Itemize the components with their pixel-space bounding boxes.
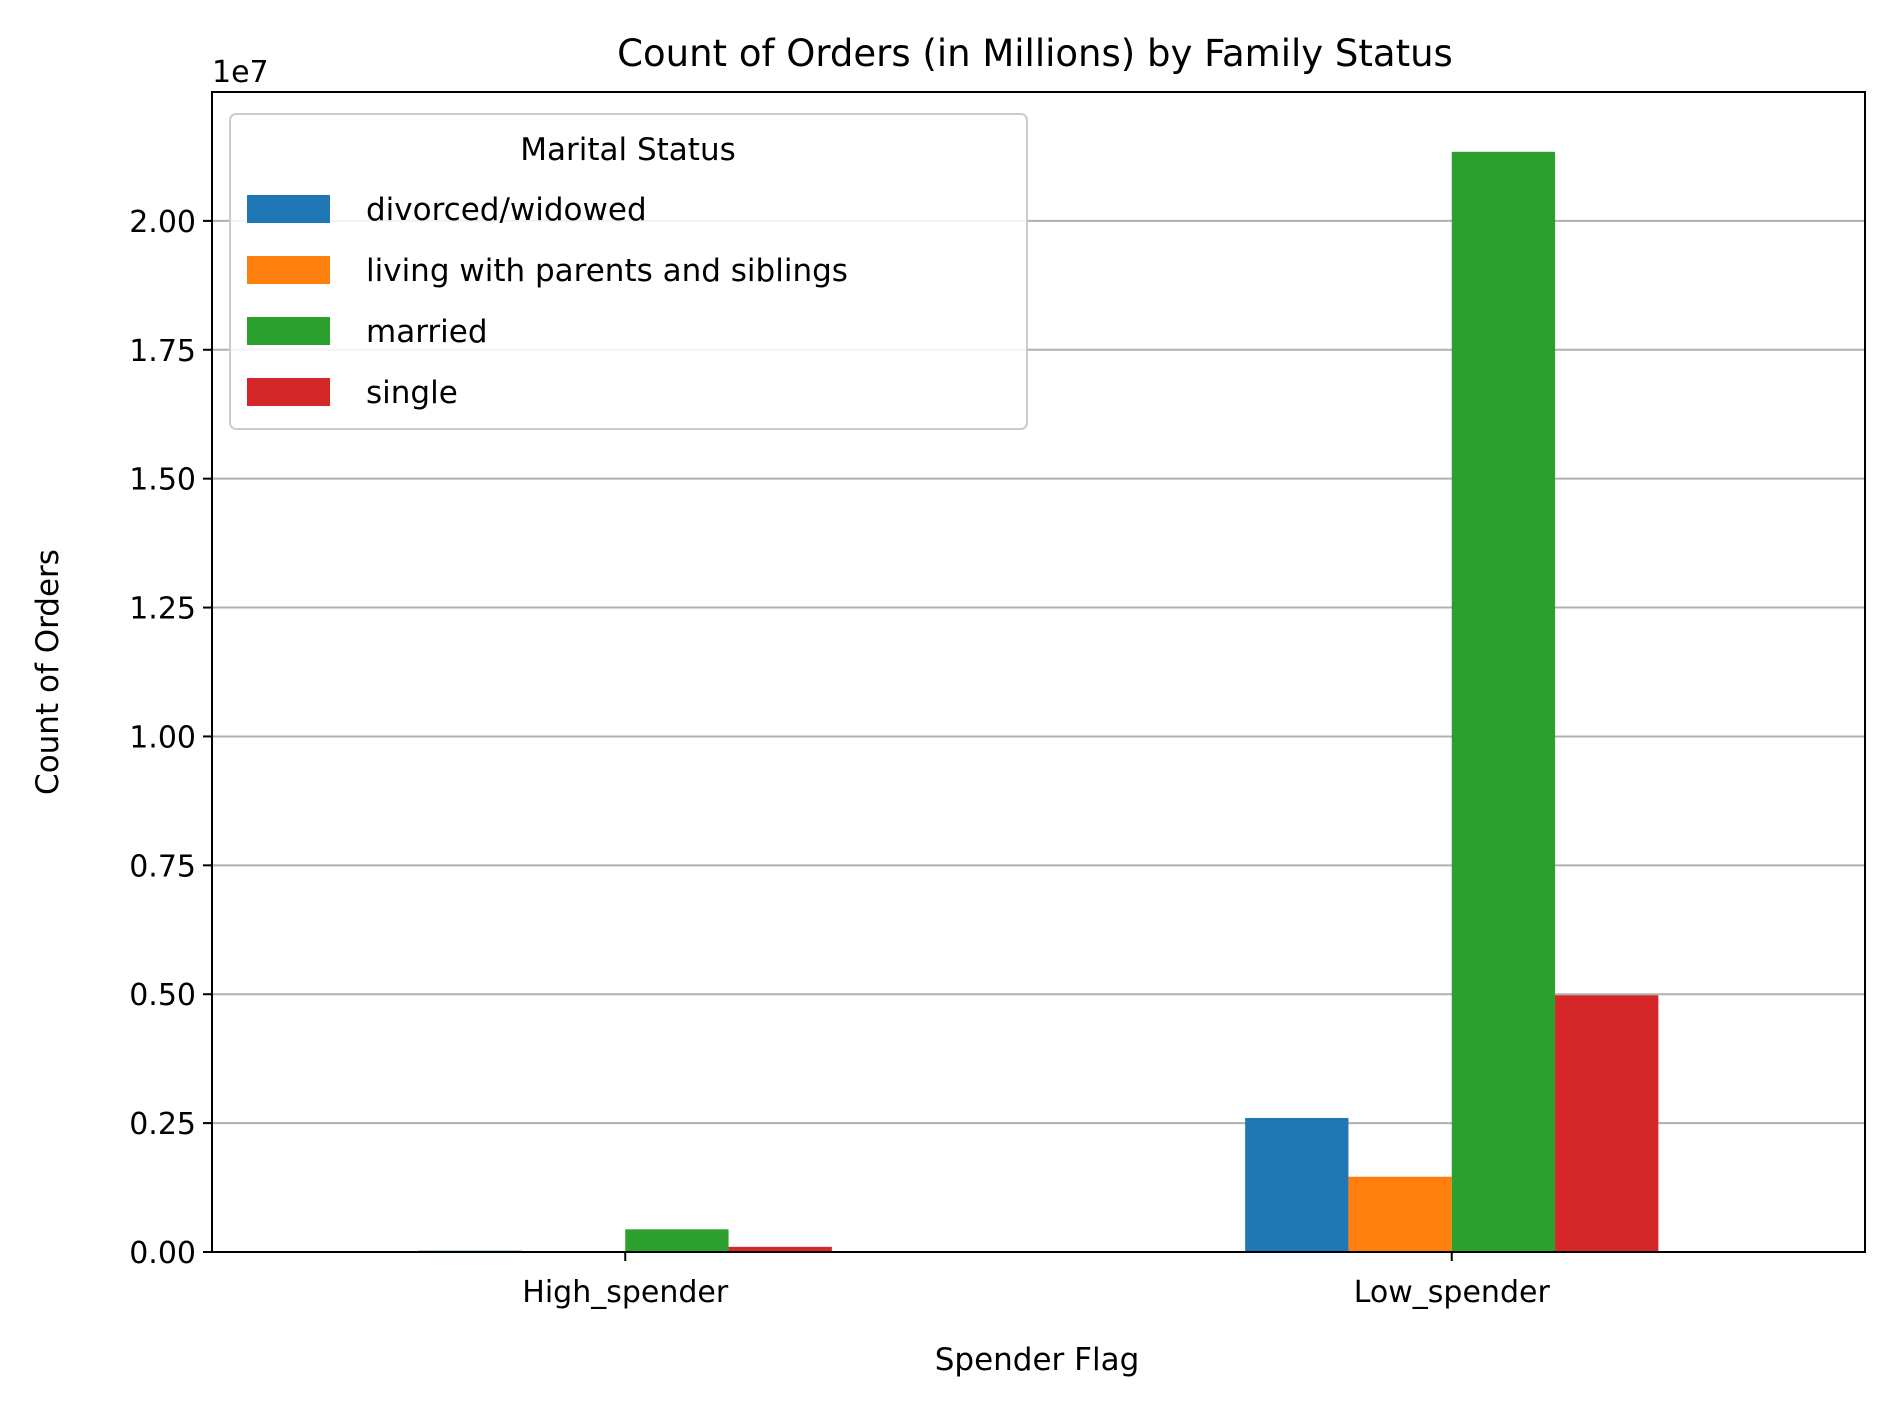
y-offset-label: 1e7 xyxy=(212,55,269,90)
bar xyxy=(1555,995,1659,1252)
legend-swatch xyxy=(247,256,330,284)
plot-frame xyxy=(211,91,1866,1253)
y-tick-label: 1.75 xyxy=(129,334,196,369)
legend-label: divorced/widowed xyxy=(366,192,647,228)
y-tick-label: 1.50 xyxy=(129,463,196,498)
bars xyxy=(418,151,1659,1252)
x-tick-label: Low_spender xyxy=(1354,1275,1551,1310)
y-axis-label: Count of Orders xyxy=(30,549,66,795)
legend-label: living with parents and siblings xyxy=(366,253,848,289)
y-tick-label: 0.25 xyxy=(129,1107,196,1142)
bar xyxy=(1451,151,1556,1252)
x-axis-label: Spender Flag xyxy=(935,1342,1140,1378)
y-tick-label: 2.00 xyxy=(129,205,196,240)
legend-label: married xyxy=(366,314,488,350)
y-tick-label: 1.00 xyxy=(129,720,196,755)
legend-swatch xyxy=(247,317,330,345)
y-tick-label: 1.25 xyxy=(129,592,196,627)
y-gridlines xyxy=(212,219,1865,1253)
chart-title: Count of Orders (in Millions) by Family … xyxy=(617,32,1453,75)
bar xyxy=(1245,1117,1349,1252)
bar xyxy=(625,1229,729,1252)
legend-swatch xyxy=(247,378,330,406)
y-tick-label: 0.50 xyxy=(129,978,196,1013)
legend-label: single xyxy=(366,375,458,411)
x-axis-ticks: High_spender Low_spender xyxy=(522,1252,1550,1310)
y-tick-label: 0.75 xyxy=(129,849,196,884)
bar xyxy=(728,1246,832,1252)
legend-items: divorced/widowed living with parents and … xyxy=(247,192,848,411)
legend: Marital Status divorced/widowed living wi… xyxy=(229,113,1028,430)
legend-frame xyxy=(229,113,1028,430)
legend-title: Marital Status xyxy=(520,132,736,168)
x-tick-label: High_spender xyxy=(522,1275,729,1310)
y-tick-label: 0.00 xyxy=(129,1236,196,1271)
bar xyxy=(1348,1176,1452,1252)
legend-swatch xyxy=(247,195,330,223)
y-axis-ticks: 0.00 0.25 0.50 0.75 1.00 1.25 1.50 1.75 2.00 xyxy=(129,205,212,1271)
